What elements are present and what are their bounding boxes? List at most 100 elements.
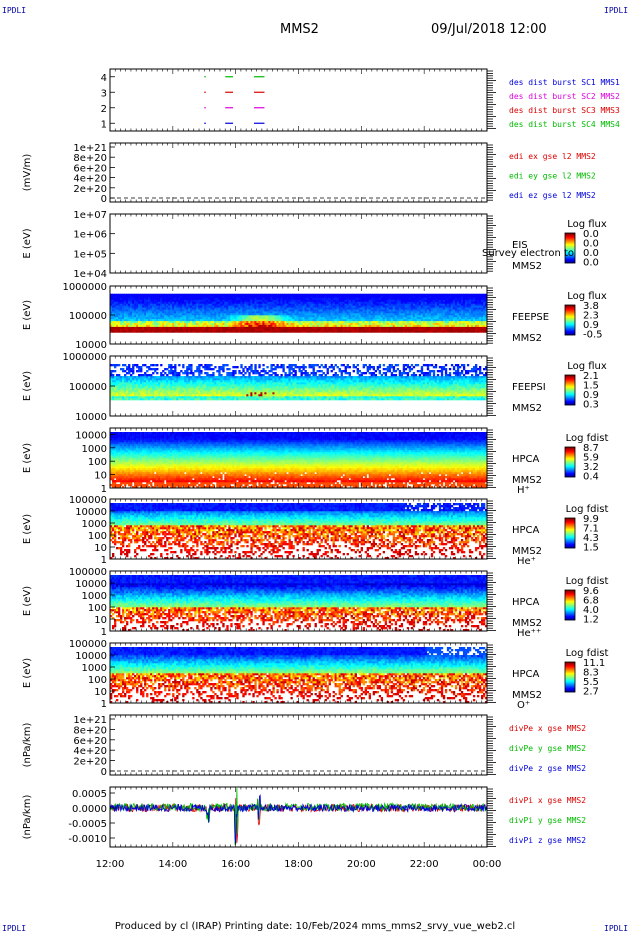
- spectrogram-cell: [196, 313, 198, 315]
- spectrogram-cell: [148, 313, 150, 315]
- spectrogram-cell: [172, 309, 174, 311]
- spectrogram-cell: [220, 321, 222, 323]
- spectrogram-cell: [224, 298, 226, 300]
- spectrogram-cell: [120, 329, 122, 331]
- spectrogram-cell: [124, 298, 126, 300]
- spectrogram-cell: [214, 330, 216, 332]
- spectrogram-cell: [180, 300, 182, 302]
- spectrogram-cell: [166, 323, 168, 325]
- spectrogram-cell: [236, 300, 238, 302]
- spectrogram-cell: [172, 313, 174, 315]
- spectrogram-cell: [140, 329, 142, 331]
- spectrogram-cell: [188, 309, 190, 311]
- spectrogram-cell: [118, 300, 120, 302]
- spectrogram-cell: [150, 311, 152, 313]
- spectrogram-cell: [232, 317, 234, 319]
- spectrogram-cell: [230, 315, 232, 317]
- spectrogram-cell: [226, 319, 228, 321]
- spectrogram-cell: [228, 305, 230, 307]
- spectrogram-cell: [224, 301, 226, 303]
- spectrogram-cell: [172, 321, 174, 323]
- spectrogram-cell: [218, 321, 220, 323]
- spectrogram-cell: [224, 309, 226, 311]
- spectrogram-cell: [194, 323, 196, 325]
- spectrogram-cell: [136, 321, 138, 323]
- spectrogram-cell: [130, 311, 132, 313]
- spectrogram-cell: [216, 307, 218, 309]
- spectrogram-cell: [228, 315, 230, 317]
- spectrogram-cell: [224, 327, 226, 329]
- spectrogram-cell: [204, 311, 206, 313]
- spectrogram-cell: [146, 315, 148, 317]
- spectrogram-cell: [202, 303, 204, 305]
- spectrogram-cell: [230, 329, 232, 331]
- spectrogram-cell: [186, 321, 188, 323]
- spectrogram-cell: [152, 311, 154, 313]
- spectrogram-cell: [160, 330, 162, 332]
- spectrogram-feeps_e: [110, 294, 487, 333]
- spectrogram-cell: [172, 330, 174, 332]
- spectrogram-cell: [200, 329, 202, 331]
- y-tick-label: 0: [101, 194, 107, 205]
- spectrogram-cell: [142, 329, 144, 331]
- spectrogram-cell: [174, 296, 176, 298]
- spectrogram-cell: [162, 303, 164, 305]
- spectrogram-cell: [244, 327, 246, 329]
- spectrogram-cell: [118, 323, 120, 325]
- spectrogram-cell: [216, 323, 218, 325]
- spectrogram-cell: [176, 305, 178, 307]
- spectrogram-cell: [130, 315, 132, 317]
- spectrogram-cell: [196, 319, 198, 321]
- spectrogram-cell: [198, 325, 200, 327]
- spectrogram-cell: [244, 301, 246, 303]
- spectrogram-cell: [212, 307, 214, 309]
- spectrogram-cell: [210, 313, 212, 315]
- spectrogram-cell: [136, 307, 138, 309]
- spectrogram-cell: [154, 330, 156, 332]
- spectrogram-cell: [126, 307, 128, 309]
- spectrogram-cell: [232, 294, 234, 296]
- spectrogram-cell: [154, 300, 156, 302]
- spectrogram-cell: [166, 309, 168, 311]
- spectrogram-cell: [212, 323, 214, 325]
- spectrogram-cell: [200, 298, 202, 300]
- spectrogram-cell: [172, 294, 174, 296]
- spectrogram-cell: [184, 327, 186, 329]
- spectrogram-cell: [156, 323, 158, 325]
- spectrogram-cell: [206, 327, 208, 329]
- spectrogram-cell: [142, 307, 144, 309]
- spectrogram-cell: [196, 311, 198, 313]
- spectrogram-cell: [208, 319, 210, 321]
- spectrogram-cell: [200, 301, 202, 303]
- spectrogram-cell: [120, 327, 122, 329]
- spectrogram-cell: [180, 311, 182, 313]
- spectrogram-cell: [208, 317, 210, 319]
- spectrogram-cell: [138, 309, 140, 311]
- spectrogram-cell: [232, 298, 234, 300]
- spectrogram-cell: [124, 307, 126, 309]
- spectrogram-cell: [230, 301, 232, 303]
- spectrogram-cell: [208, 311, 210, 313]
- spectrogram-cell: [182, 300, 184, 302]
- spectrogram-cell: [178, 327, 180, 329]
- spectrogram-cell: [188, 315, 190, 317]
- spectrogram-cell: [144, 321, 146, 323]
- spectrogram-cell: [134, 317, 136, 319]
- spectrogram-cell: [236, 294, 238, 296]
- spectrogram-cell: [168, 330, 170, 332]
- spectrogram-cell: [140, 303, 142, 305]
- spectrogram-cell: [230, 300, 232, 302]
- spectrogram-cell: [118, 315, 120, 317]
- spectrogram-cell: [168, 319, 170, 321]
- spectrogram-cell: [164, 330, 166, 332]
- spectrogram-cell: [128, 294, 130, 296]
- spectrogram-cell: [232, 303, 234, 305]
- spectrogram-cell: [126, 321, 128, 323]
- spectrogram-cell: [112, 307, 114, 309]
- spectrogram-cell: [152, 301, 154, 303]
- spectrogram-cell: [158, 323, 160, 325]
- spectrogram-cell: [160, 327, 162, 329]
- spectrogram-cell: [224, 325, 226, 327]
- spectrogram-cell: [184, 296, 186, 298]
- spectrogram-cell: [194, 330, 196, 332]
